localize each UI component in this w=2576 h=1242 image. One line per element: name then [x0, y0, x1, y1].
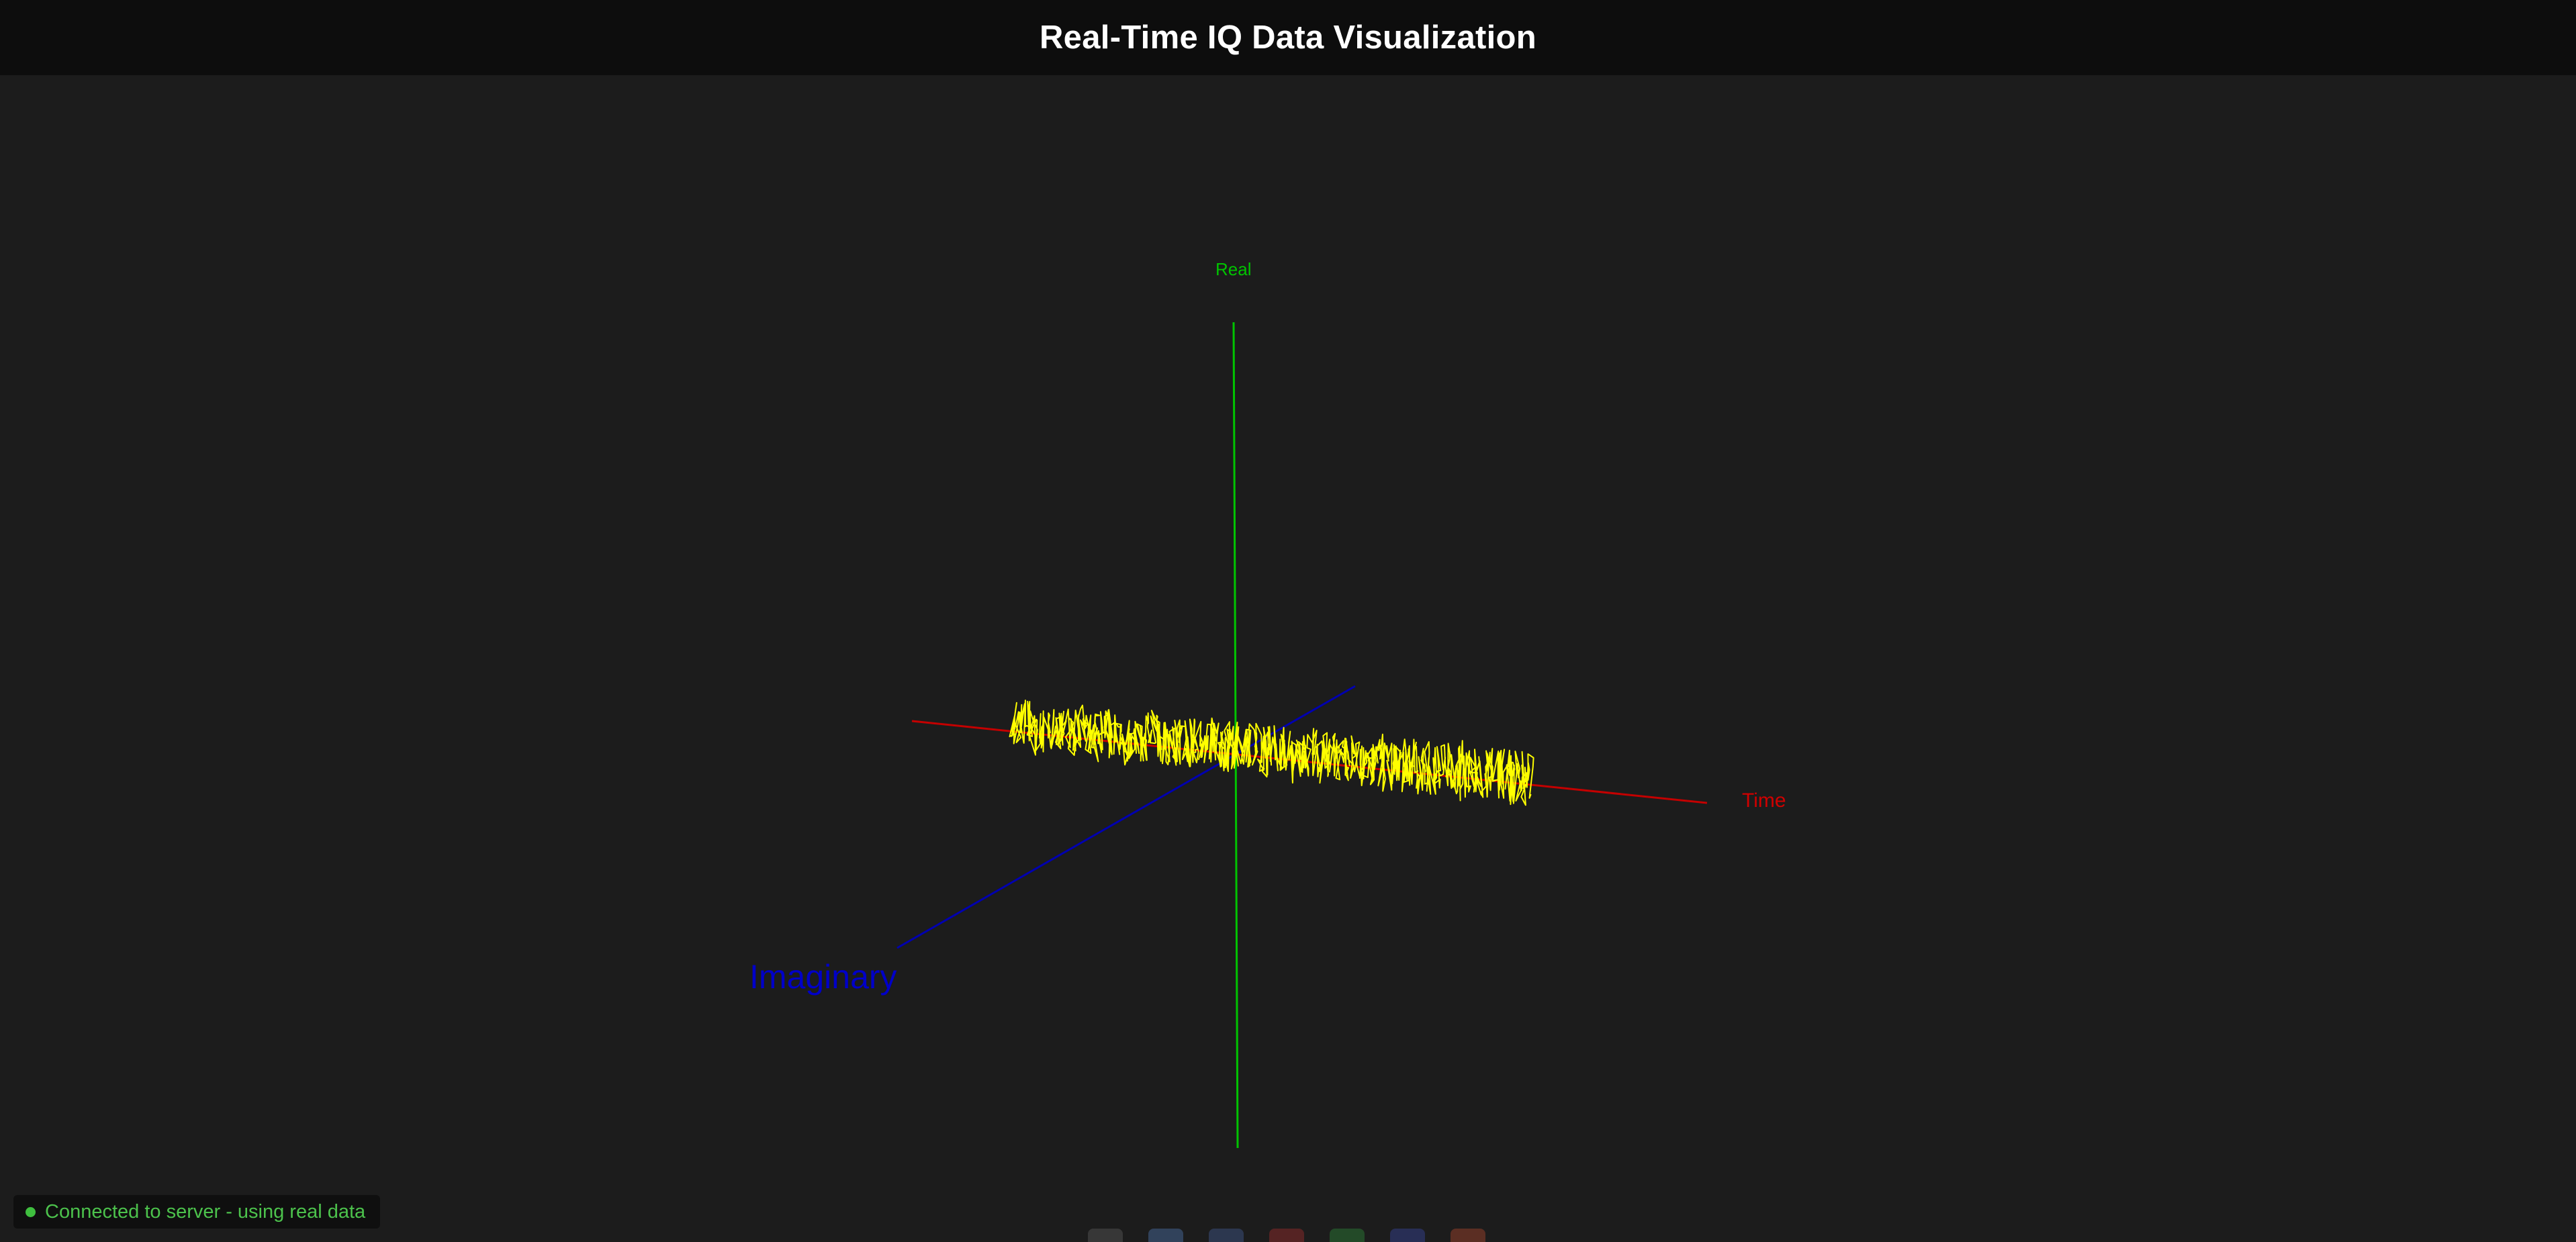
time-axis: [911, 720, 1708, 804]
iq-signal-trace: [1009, 700, 1534, 806]
terminal-icon[interactable]: [1088, 1229, 1123, 1242]
browser-icon[interactable]: [1209, 1229, 1244, 1242]
files-icon[interactable]: [1148, 1229, 1183, 1242]
imaginary-axis-label: Imaginary: [749, 958, 897, 996]
media-icon[interactable]: [1451, 1229, 1485, 1242]
status-indicator-icon: [26, 1206, 36, 1217]
page-title: Real-Time IQ Data Visualization: [1040, 19, 1536, 56]
time-axis-label: Time: [1742, 790, 1786, 812]
status-text: Connected to server - using real data: [45, 1200, 366, 1223]
taskbar-dock: [1088, 1227, 1491, 1242]
connection-status: Connected to server - using real data: [13, 1195, 381, 1229]
calendar-icon[interactable]: [1269, 1229, 1304, 1242]
screenshot-icon[interactable]: [1390, 1229, 1425, 1242]
header-bar: Real-Time IQ Data Visualization: [0, 0, 2576, 75]
imaginary-axis: [896, 685, 1356, 949]
iq-signal-line: [1009, 700, 1534, 806]
real-axis-label: Real: [1215, 259, 1251, 279]
spreadsheet-icon[interactable]: [1330, 1229, 1365, 1242]
